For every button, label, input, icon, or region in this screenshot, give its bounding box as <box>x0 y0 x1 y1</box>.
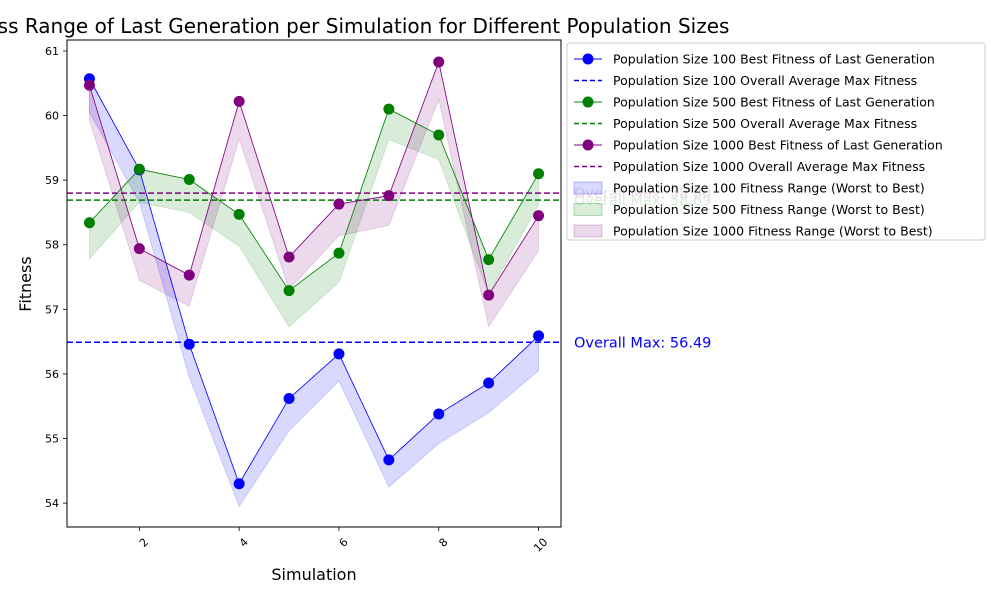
legend: Population Size 100 Best Fitness of Last… <box>566 42 986 241</box>
pop100-point <box>433 408 445 420</box>
pop100-point <box>233 478 245 490</box>
pop100-point <box>383 454 395 466</box>
legend-label: Population Size 500 Fitness Range (Worst… <box>613 202 925 217</box>
legend-entry: Population Size 1000 Overall Average Max… <box>574 159 925 174</box>
y-axis: 54 55 56 57 58 59 60 61 <box>45 45 67 510</box>
pop500-best-line <box>89 108 539 292</box>
legend-patch-swatch <box>573 181 603 195</box>
pop500-point <box>283 285 295 297</box>
x-axis: 2 4 6 8 10 <box>137 527 550 555</box>
pop100-point <box>333 348 345 360</box>
pop1000-best-line <box>89 60 539 297</box>
y-tick-label: 56 <box>45 368 59 381</box>
legend-entry: Population Size 100 Best Fitness of Last… <box>574 52 935 67</box>
x-tick-label: 8 <box>436 536 450 550</box>
y-tick-label: 55 <box>45 433 59 446</box>
pop100-point <box>533 330 545 342</box>
y-tick-label: 59 <box>45 174 59 187</box>
pop1000-point <box>183 269 195 281</box>
pop1000-point <box>283 251 295 263</box>
x-tick-label: 4 <box>237 536 251 550</box>
legend-label: Population Size 1000 Fitness Range (Wors… <box>613 224 933 239</box>
chart-title: Best Fitness Range of Last Generation pe… <box>0 14 729 38</box>
legend-entry: Population Size 1000 Fitness Range (Wors… <box>573 224 933 239</box>
legend-label: Population Size 500 Best Fitness of Last… <box>613 95 935 110</box>
pop1000-point <box>433 56 445 68</box>
pop500-point <box>233 208 245 220</box>
pop500-point <box>83 217 95 229</box>
legend-entry: Population Size 500 Fitness Range (Worst… <box>573 202 925 217</box>
pop1000-point <box>333 198 345 210</box>
legend-patch-swatch <box>573 203 603 216</box>
legend-entry: Population Size 500 Best Fitness of Last… <box>574 95 935 110</box>
pop500-point <box>433 129 445 141</box>
y-tick-label: 57 <box>45 303 59 316</box>
plot-frame <box>66 39 562 528</box>
x-tick-label: 10 <box>531 536 550 555</box>
x-tick-label: 2 <box>137 536 151 550</box>
pop500-point <box>533 168 545 180</box>
pop100-avg-annotation: Overall Max: 56.49 <box>574 335 711 351</box>
pop1000-point <box>83 79 95 91</box>
pop500-point <box>333 247 345 259</box>
y-tick-label: 54 <box>45 497 59 510</box>
pop500-point <box>383 103 395 115</box>
y-tick-label: 58 <box>45 239 59 252</box>
x-axis-label: Simulation <box>271 565 356 584</box>
pop500-point <box>483 254 495 266</box>
pop100-point <box>483 377 495 389</box>
pop100-point <box>283 392 295 404</box>
legend-entry: Population Size 100 Fitness Range (Worst… <box>573 181 925 196</box>
legend-label: Population Size 100 Overall Average Max … <box>613 73 917 88</box>
legend-label: Population Size 100 Best Fitness of Last… <box>613 52 935 67</box>
legend-label: Population Size 500 Overall Average Max … <box>613 116 917 131</box>
pop500-point <box>183 174 195 186</box>
pop1000-point <box>383 190 395 202</box>
legend-label: Population Size 100 Fitness Range (Worst… <box>613 181 925 196</box>
pop100-best-line <box>89 78 539 485</box>
legend-label: Population Size 1000 Overall Average Max… <box>613 159 925 174</box>
pop1000-point <box>533 210 545 222</box>
legend-marker-swatch <box>582 53 594 65</box>
legend-entry: Population Size 100 Overall Average Max … <box>574 73 917 88</box>
legend-box <box>566 42 986 241</box>
y-tick-label: 61 <box>45 45 59 58</box>
legend-entry: Population Size 1000 Best Fitness of Las… <box>574 138 943 153</box>
pop1000-point <box>133 243 145 255</box>
legend-label: Population Size 1000 Best Fitness of Las… <box>613 138 943 153</box>
y-tick-label: 60 <box>45 110 59 123</box>
pop1000-point <box>233 95 245 107</box>
plot-area <box>67 56 561 508</box>
legend-entry: Population Size 500 Overall Average Max … <box>574 116 917 131</box>
pop100-point <box>183 338 195 350</box>
y-axis-label: Fitness <box>16 256 35 311</box>
legend-patch-swatch <box>573 224 603 238</box>
legend-marker-swatch <box>582 139 594 151</box>
pop500-point <box>133 163 145 175</box>
pop1000-point <box>483 289 495 301</box>
x-tick-label: 6 <box>337 536 351 550</box>
legend-marker-swatch <box>582 96 594 108</box>
